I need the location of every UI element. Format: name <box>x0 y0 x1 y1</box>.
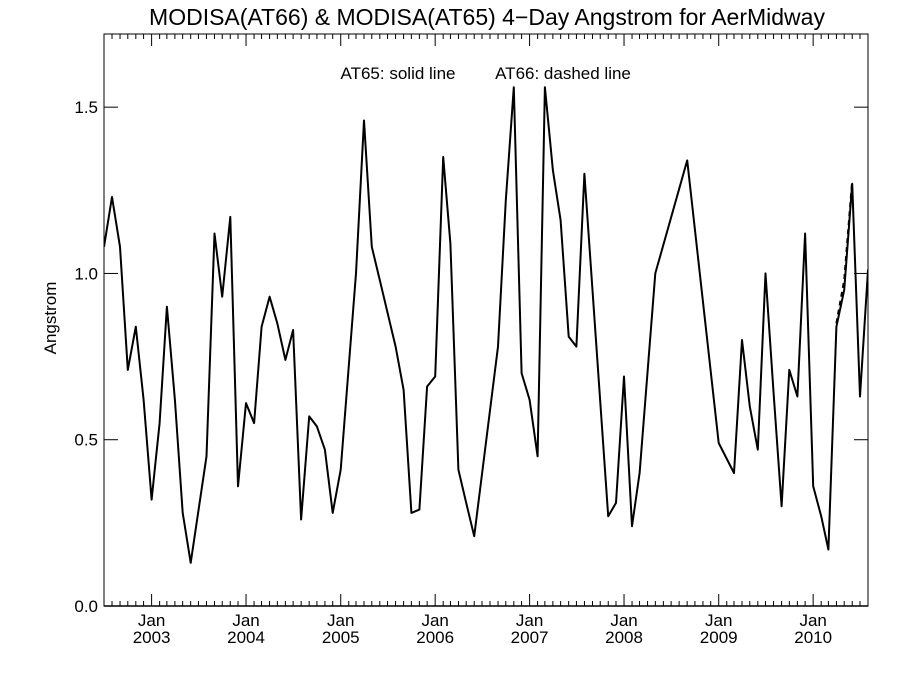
annotation-dashed: AT66: dashed line <box>495 64 631 83</box>
x-tick-year-label: 2009 <box>700 628 738 647</box>
chart-title: MODISA(AT66) & MODISA(AT65) 4−Day Angstr… <box>149 4 825 30</box>
series-line-at65 <box>104 86 868 564</box>
x-tick-month-label: Jan <box>799 611 826 630</box>
x-tick-month-label: Jan <box>138 611 165 630</box>
plot-frame <box>103 33 869 607</box>
x-tick-month-label: Jan <box>516 611 543 630</box>
y-tick-label: 1.5 <box>74 98 98 117</box>
x-tick-year-label: 2007 <box>511 628 549 647</box>
x-tick-month-label: Jan <box>705 611 732 630</box>
x-tick-year-label: 2005 <box>322 628 360 647</box>
x-tick-year-label: 2006 <box>416 628 454 647</box>
annotation-solid: AT65: solid line <box>341 64 456 83</box>
x-tick-month-label: Jan <box>232 611 259 630</box>
y-axis-label: Angstrom <box>41 282 60 355</box>
x-tick-year-label: 2010 <box>794 628 832 647</box>
x-tick-month-label: Jan <box>327 611 354 630</box>
x-tick-year-label: 2004 <box>227 628 265 647</box>
x-tick-year-label: 2003 <box>133 628 171 647</box>
series-line-at66 <box>835 180 854 324</box>
y-tick-label: 0.5 <box>74 431 98 450</box>
x-tick-month-label: Jan <box>421 611 448 630</box>
y-tick-label: 1.0 <box>74 264 98 283</box>
x-tick-month-label: Jan <box>610 611 637 630</box>
y-tick-label: 0.0 <box>74 597 98 616</box>
x-tick-year-label: 2008 <box>605 628 643 647</box>
